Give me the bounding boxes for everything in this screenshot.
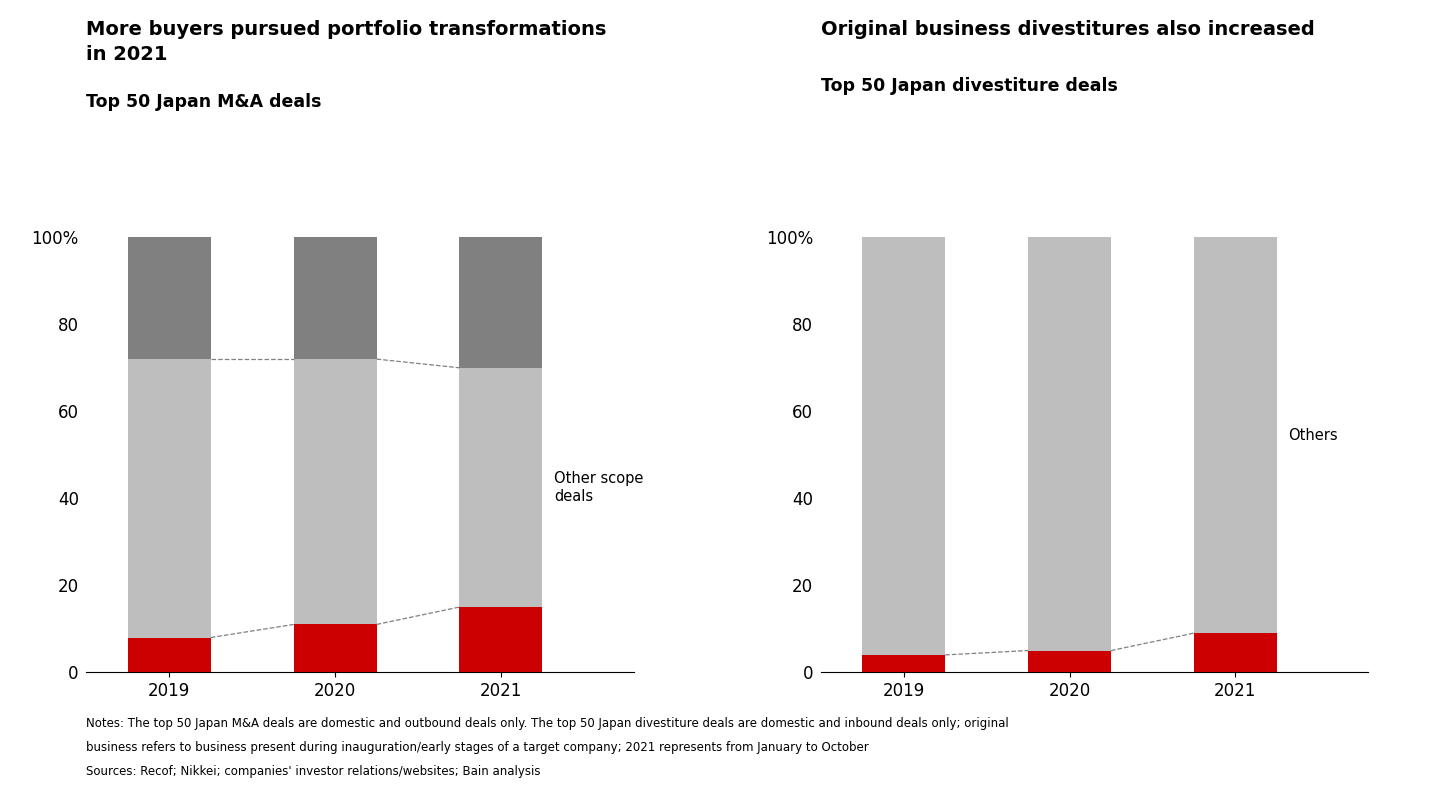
Bar bbox=[459, 368, 543, 607]
Text: Top 50 Japan M&A deals: Top 50 Japan M&A deals bbox=[86, 93, 323, 111]
Bar bbox=[128, 237, 210, 359]
Bar bbox=[1194, 633, 1277, 672]
Text: Original
business: Original business bbox=[1289, 636, 1361, 670]
Bar bbox=[1194, 237, 1277, 633]
Text: Notes: The top 50 Japan M&A deals are domestic and outbound deals only. The top : Notes: The top 50 Japan M&A deals are do… bbox=[86, 717, 1009, 730]
Text: Other scope
deals: Other scope deals bbox=[554, 471, 644, 504]
Bar bbox=[294, 625, 377, 672]
Text: business refers to business present during inauguration/early stages of a target: business refers to business present duri… bbox=[86, 741, 870, 754]
Bar bbox=[1028, 650, 1112, 672]
Bar bbox=[863, 655, 945, 672]
Bar bbox=[294, 359, 377, 625]
Text: Top 50 Japan divestiture deals: Top 50 Japan divestiture deals bbox=[821, 77, 1117, 95]
Bar bbox=[294, 237, 377, 359]
Bar bbox=[459, 607, 543, 672]
Text: Sources: Recof; Nikkei; companies' investor relations/websites; Bain analysis: Sources: Recof; Nikkei; companies' inves… bbox=[86, 765, 541, 778]
Text: in 2021: in 2021 bbox=[86, 45, 168, 63]
Bar bbox=[459, 237, 543, 368]
Bar bbox=[128, 637, 210, 672]
Bar bbox=[863, 237, 945, 655]
Text: Portfolio
transformation: Portfolio transformation bbox=[554, 623, 678, 656]
Bar bbox=[1028, 237, 1112, 650]
Text: More buyers pursued portfolio transformations: More buyers pursued portfolio transforma… bbox=[86, 20, 606, 39]
Text: Original business divestitures also increased: Original business divestitures also incr… bbox=[821, 20, 1315, 39]
Bar bbox=[128, 359, 210, 637]
Text: Scale deals: Scale deals bbox=[554, 295, 638, 310]
Text: Others: Others bbox=[1289, 428, 1338, 443]
